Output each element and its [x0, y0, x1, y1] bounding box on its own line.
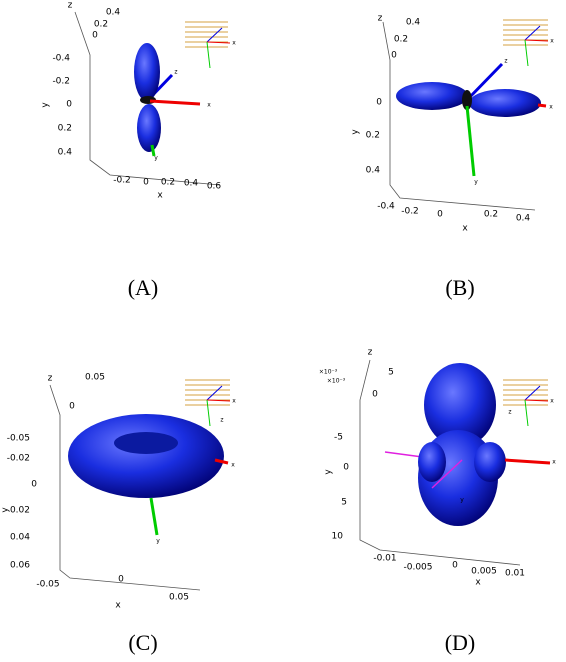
y-tick-label: -0.05 — [7, 434, 30, 444]
y-tick-label: 10 — [332, 532, 344, 542]
y-tick-label: 0.2 — [366, 131, 380, 141]
z-axis-label: z — [68, 1, 73, 11]
y-tick-label: 0.2 — [58, 124, 72, 134]
axis-tag: y — [460, 497, 464, 504]
axis-tag: x — [207, 102, 211, 109]
x-tick-label: -0.4 — [377, 202, 395, 212]
inset-tag: x — [550, 398, 554, 405]
y-tick-label: 0.4 — [58, 148, 73, 158]
y-tick-label: -0.02 — [7, 454, 30, 464]
z-tick-label: 0.2 — [394, 35, 408, 45]
y-tick-label: -0.2 — [52, 77, 70, 87]
axes-frame — [359, 359, 521, 566]
y-tick-label: 0 — [376, 98, 382, 108]
axis-tag: x — [549, 104, 553, 111]
inset — [185, 379, 231, 427]
x-tick-label: 0.6 — [207, 182, 222, 192]
x-tick-label: 0.2 — [161, 178, 175, 188]
inset — [503, 379, 549, 427]
panel-c — [49, 379, 231, 591]
panel-d — [359, 359, 551, 566]
axis-tag: y — [156, 538, 160, 545]
y-tick-label: 0 — [31, 480, 37, 490]
axes-frame — [74, 11, 221, 186]
x-tick-label: 0.05 — [169, 593, 189, 603]
inset — [503, 19, 549, 67]
z-tick-label: 0.2 — [94, 20, 108, 30]
x-tick-label: -0.2 — [401, 207, 419, 217]
axis-tag: y — [474, 179, 478, 186]
z-axis-label: z — [378, 14, 383, 24]
z-tick-label: 0 — [391, 51, 397, 61]
y-tick-label: 0.02 — [10, 506, 30, 516]
axis-multiplier: ×10⁻³ — [319, 369, 338, 376]
panel-b — [382, 19, 549, 211]
axis-tag: z — [220, 417, 223, 424]
x-axis-label: x — [115, 601, 121, 611]
x-tick-label: -0.2 — [113, 176, 131, 186]
caption: (C) — [128, 630, 157, 655]
z-axis-label: z — [368, 348, 373, 358]
x-tick-label: 0 — [452, 561, 458, 571]
z-tick-label: 0.4 — [106, 8, 121, 18]
x-tick-label: 0.4 — [516, 214, 531, 224]
z-tick-label: 0.05 — [85, 373, 105, 383]
axis-tag: z — [508, 409, 511, 416]
axis-tag: z — [174, 69, 177, 76]
y-axis-label: y — [351, 129, 361, 135]
x-tick-label: -0.05 — [36, 580, 59, 590]
z-tick-label: 0.4 — [406, 18, 421, 28]
z-tick-label: 0 — [69, 402, 75, 412]
y-tick-label: 5 — [341, 498, 347, 508]
x-tick-label: 0 — [437, 210, 443, 220]
y-axis-label: y — [41, 102, 51, 108]
axes-frame — [382, 21, 536, 211]
x-tick-label: 0 — [118, 575, 124, 585]
caption: (B) — [445, 275, 474, 300]
z-tick-label: 0 — [92, 31, 98, 41]
x-tick-label: 0.4 — [184, 179, 199, 189]
y-axis-label: y — [1, 507, 11, 513]
axis-tag: y — [154, 155, 158, 162]
y-axis-label: y — [324, 469, 334, 475]
y-tick-label: -0.4 — [52, 54, 70, 64]
x-tick-label: 0 — [143, 178, 149, 188]
x-axis-label: x — [157, 191, 163, 201]
x-tick-label: -0.005 — [403, 563, 432, 573]
inset-tag: x — [232, 398, 236, 405]
axis-tag: x — [552, 459, 556, 466]
axis-multiplier: ×10⁻³ — [327, 378, 346, 385]
x-tick-label: 0.01 — [505, 569, 525, 579]
z-tick-label: 0 — [372, 390, 378, 400]
panel-a — [74, 11, 231, 186]
x-tick-label: 0.005 — [471, 567, 497, 577]
inset-tag: x — [232, 40, 236, 47]
inset — [185, 21, 231, 69]
y-tick-label: 0.04 — [10, 533, 30, 543]
y-tick-label: 0.06 — [10, 561, 30, 571]
y-tick-label: 0.4 — [366, 166, 381, 176]
z-axis-label: z — [48, 374, 53, 384]
inset-tag: x — [550, 38, 554, 45]
axis-tag: z — [504, 58, 507, 65]
z-tick-label: 5 — [388, 368, 394, 378]
caption: (D) — [445, 630, 476, 655]
axes-frame — [49, 384, 201, 591]
caption: (A) — [128, 275, 159, 300]
y-tick-label: -5 — [334, 433, 343, 443]
y-tick-label: 0 — [343, 463, 349, 473]
x-axis-label: x — [462, 224, 468, 234]
x-tick-label: -0.01 — [373, 554, 396, 564]
x-tick-label: 0.2 — [484, 210, 498, 220]
axis-tag: x — [231, 462, 235, 469]
y-tick-label: 0 — [66, 100, 72, 110]
x-axis-label: x — [475, 578, 481, 588]
